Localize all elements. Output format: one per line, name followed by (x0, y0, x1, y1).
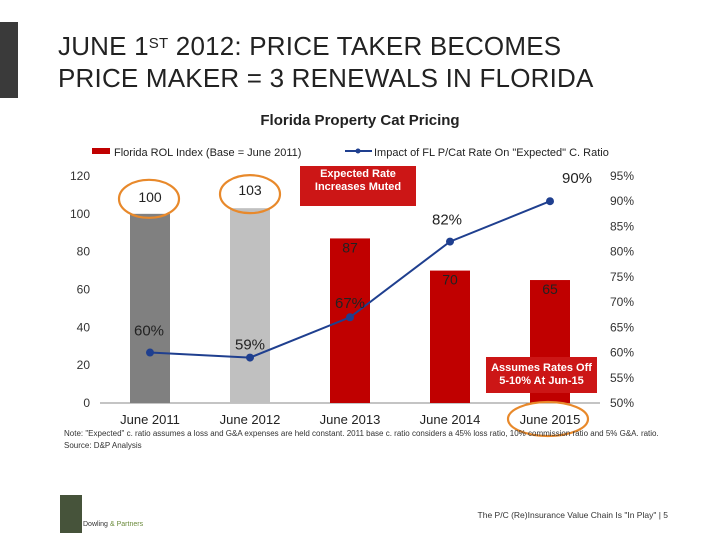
footer-text: The P/C (Re)Insurance Value Chain Is "In… (477, 510, 668, 520)
ratio-value-label: 82% (432, 212, 462, 229)
footnote: Note: "Expected" c. ratio assumes a loss… (64, 429, 659, 450)
y-right-tick-label: 60% (610, 346, 634, 360)
x-tick-label: June 2014 (420, 412, 481, 427)
legend-label-ratio: Impact of FL P/Cat Rate On "Expected" C.… (374, 147, 609, 159)
callout-expected-rate: Expected Rate Increases Muted (300, 166, 416, 206)
ratio-value-label: 59% (235, 337, 265, 354)
ratio-point (146, 348, 154, 357)
ratio-value-label: 90% (562, 170, 592, 187)
callout-assumes-rates: Assumes Rates Off 5-10% At Jun-15 (486, 357, 597, 393)
x-tick-label: June 2013 (320, 412, 381, 427)
y-right-tick-label: 95% (610, 169, 634, 183)
bar (230, 208, 270, 403)
highlight-oval (506, 400, 590, 438)
bar-value-label: 87 (342, 239, 358, 255)
y-left-tick-label: 0 (83, 396, 90, 410)
highlight-oval (117, 178, 181, 219)
chart-title: Florida Property Cat Pricing (260, 112, 460, 129)
logo-name: Dowling (83, 521, 108, 528)
bar-value-label: 65 (542, 281, 558, 297)
y-left-tick-label: 60 (77, 283, 91, 297)
y-right-tick-label: 80% (610, 245, 634, 259)
highlight-oval (218, 174, 282, 215)
ratio-value-label: 60% (134, 323, 164, 340)
company-logo: Dowling & Partners (60, 495, 148, 533)
y-right-tick-label: 90% (610, 194, 634, 208)
y-left-tick-label: 20 (77, 358, 91, 372)
logo-block (60, 495, 82, 533)
y-left-tick-label: 100 (70, 207, 90, 221)
y-right-tick-label: 65% (610, 320, 634, 334)
ratio-point (446, 237, 454, 246)
ratio-point (346, 313, 354, 322)
legend-label-rol: Florida ROL Index (Base = June 2011) (114, 147, 301, 159)
ratio-point (246, 353, 254, 362)
logo-suffix: & Partners (110, 521, 144, 528)
legend-marker-ratio (355, 148, 361, 154)
y-left-tick-label: 120 (70, 169, 90, 183)
y-right-tick-label: 75% (610, 270, 634, 284)
bar-value-label: 70 (442, 272, 458, 288)
y-left-tick-label: 80 (77, 245, 91, 259)
x-tick-label: June 2011 (120, 412, 180, 427)
ratio-point (546, 197, 554, 206)
y-right-tick-label: 85% (610, 219, 634, 233)
y-left-tick-label: 40 (77, 320, 91, 334)
bar (130, 213, 170, 403)
legend-swatch-rol (92, 148, 110, 154)
y-right-tick-label: 50% (610, 396, 634, 410)
y-right-tick-label: 70% (610, 295, 634, 309)
slide-title: JUNE 1ST 2012: PRICE TAKER BECOMES PRICE … (58, 31, 594, 93)
x-tick-label: June 2012 (220, 412, 281, 427)
x-tick-label: June 2015 (520, 412, 581, 427)
title-accent-bar (0, 22, 18, 98)
bar (430, 270, 470, 403)
bar-value-label: 100 (138, 189, 162, 205)
y-right-tick-label: 55% (610, 371, 634, 385)
bar-value-label: 103 (238, 182, 262, 198)
ratio-value-label: 67% (335, 295, 365, 312)
